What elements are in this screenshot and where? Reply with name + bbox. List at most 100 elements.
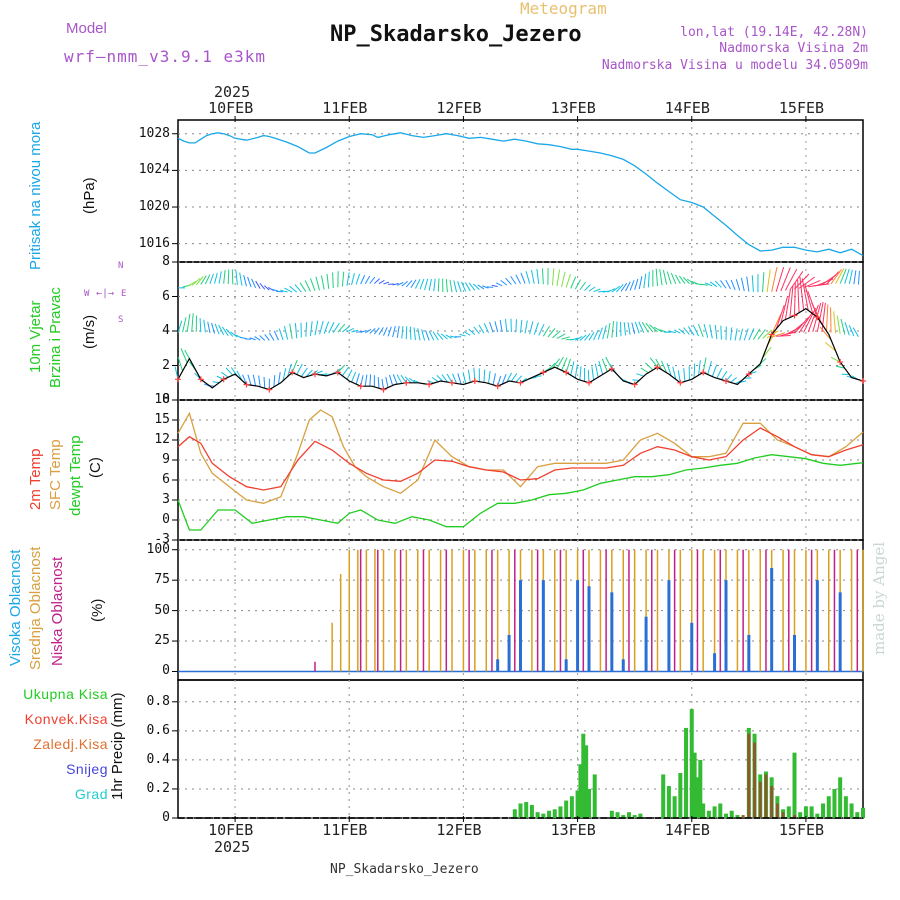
wind-barbs-upper	[835, 268, 845, 284]
wind-barbs-upper	[775, 266, 785, 292]
wind-barbs-upper	[251, 278, 257, 289]
wind-barbs-lower	[725, 373, 733, 382]
wind-barbs-upper	[243, 274, 247, 287]
wind-barbs-mid	[520, 320, 523, 333]
cloud-high-bar	[793, 634, 796, 672]
precip-total-bar	[672, 796, 677, 818]
precip-ytick-label: 0.8	[146, 693, 170, 709]
cloud-mid-bar	[782, 549, 784, 672]
wind-barbs-lower	[804, 284, 814, 314]
wind-speed-marker	[608, 365, 615, 372]
cloud-low-bar	[788, 549, 790, 672]
wind-barbs-mid	[323, 321, 330, 334]
wind-barbs-upper	[655, 268, 658, 286]
wind-barbs-lower	[698, 360, 701, 376]
wind-barbs-mid	[529, 321, 534, 335]
wind-speed-marker	[814, 314, 821, 321]
wind-speed-marker	[243, 381, 250, 388]
cloud-low-bar	[651, 549, 653, 672]
precip-total-bar	[609, 810, 614, 818]
wind-barbs-mid	[844, 322, 850, 336]
wind-barbs-mid	[445, 334, 453, 339]
cloud-mid-bar	[382, 549, 385, 672]
cloud-low-bar	[422, 549, 425, 672]
precip-total-bar	[666, 786, 671, 818]
wind-barbs-lower	[794, 283, 796, 316]
wind-barbs-mid	[351, 329, 359, 333]
wind-barbs-mid	[780, 331, 796, 336]
precip-total-bar	[584, 745, 589, 818]
wind-barbs-mid	[332, 322, 340, 333]
cloud-low-bar	[696, 549, 699, 672]
precip-total-bar	[712, 806, 717, 818]
wind-barbs-lower	[730, 377, 737, 383]
cloud-low-bar	[673, 549, 676, 672]
wind-barbs-upper	[445, 279, 448, 293]
wind-barbs-upper	[541, 268, 544, 285]
wind-barbs-lower	[389, 374, 394, 386]
cloud-high-bar	[496, 659, 500, 672]
wind-barbs-mid	[383, 327, 388, 336]
cloud-mid-bar	[417, 549, 419, 672]
temp-ytick-label: 3	[162, 492, 170, 507]
panel-frames	[177, 119, 864, 819]
cloud-mid-bar	[357, 549, 359, 672]
wind-barbs-upper	[579, 281, 586, 291]
bottom-date-label: 10FEB	[208, 821, 254, 839]
wind-barbs-mid	[836, 315, 841, 334]
wind-barbs-lower	[591, 366, 595, 381]
wind-barbs-upper	[598, 290, 606, 293]
wind-barbs-mid	[369, 328, 376, 334]
wind-barbs-mid	[413, 327, 416, 341]
wind-barbs-mid	[346, 327, 354, 333]
wind-barbs-lower	[392, 374, 398, 385]
wind-barbs-upper	[392, 283, 399, 286]
cloud-mid-bar	[565, 549, 567, 672]
wind-barbs-upper	[437, 278, 440, 292]
wind-barbs-mid	[556, 333, 566, 339]
wind-barbs-mid	[425, 330, 430, 341]
wind-barbs-mid	[538, 323, 545, 336]
wind-barbs-upper	[464, 282, 471, 292]
cloud-low-bar	[810, 549, 813, 672]
wind-barbs-lower	[337, 364, 346, 373]
wind-barbs-lower	[711, 364, 718, 377]
cloud-low-bar	[856, 549, 859, 672]
wind-barbs-mid	[615, 321, 618, 337]
wind-barbs-mid	[575, 336, 583, 341]
wind-barbs-lower	[277, 371, 281, 385]
wind-barbs-upper	[374, 278, 381, 284]
wind-speed-marker	[677, 379, 684, 386]
wind-speed-marker	[289, 369, 296, 376]
wind-barbs-upper	[259, 283, 266, 290]
wind-barbs-upper	[771, 267, 778, 293]
wind-barbs-lower	[762, 346, 772, 359]
cloud-high-bar	[770, 568, 774, 672]
precip-total-bar	[547, 810, 552, 818]
wind-barbs-upper	[647, 271, 650, 288]
wind-speed-marker	[426, 381, 433, 388]
wind-barbs-mid	[489, 321, 494, 333]
wind-barbs-lower	[242, 374, 247, 385]
wind-barbs-upper	[383, 281, 390, 285]
wind-barbs-mid	[211, 322, 216, 334]
wind-barbs-upper	[520, 272, 526, 284]
wind-barbs-upper	[762, 272, 765, 293]
precip-ytick-label: 0.2	[146, 780, 170, 796]
precip-total-bar	[661, 774, 666, 818]
wind-speed-marker	[471, 378, 478, 385]
cloud-low-bar	[399, 549, 402, 672]
data-series	[174, 132, 866, 819]
watermark: made by Angel	[870, 541, 888, 655]
wind-barbs-upper	[346, 272, 350, 286]
wind-barbs-upper	[495, 282, 503, 287]
wind-barbs-lower	[780, 296, 788, 324]
wind-barbs-lower	[431, 376, 439, 383]
temp-sfc-label: SFC Temp	[47, 439, 64, 510]
precip-total-bar	[581, 733, 586, 818]
wind-barbs-mid	[638, 321, 645, 333]
wind-barbs-upper	[629, 280, 635, 291]
precip-total-bar	[621, 815, 626, 818]
wind-barbs-mid	[225, 328, 234, 337]
wind-barbs-mid	[319, 320, 324, 335]
